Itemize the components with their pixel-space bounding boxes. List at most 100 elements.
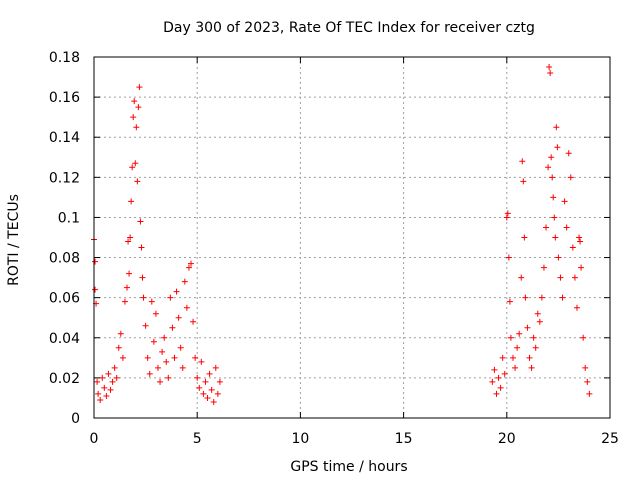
data-point bbox=[550, 194, 557, 201]
data-point bbox=[136, 84, 143, 91]
y-tick-label: 0.18 bbox=[49, 50, 80, 66]
data-point bbox=[520, 178, 527, 185]
data-point bbox=[119, 354, 126, 361]
data-point bbox=[113, 374, 120, 381]
data-point bbox=[536, 318, 543, 325]
data-point bbox=[148, 298, 155, 305]
y-tick-label: 0.06 bbox=[49, 291, 80, 307]
y-tick-label: 0.1 bbox=[58, 210, 80, 226]
data-point bbox=[212, 364, 219, 371]
data-point bbox=[92, 286, 99, 293]
data-point bbox=[132, 160, 139, 167]
data-point bbox=[504, 210, 511, 217]
x-tick-label: 25 bbox=[601, 431, 619, 447]
data-point bbox=[139, 274, 146, 281]
data-point bbox=[152, 310, 159, 317]
data-point bbox=[582, 364, 589, 371]
data-point bbox=[206, 370, 213, 377]
data-point bbox=[169, 324, 176, 331]
data-point bbox=[586, 390, 593, 397]
data-point bbox=[204, 394, 211, 401]
chart-title: Day 300 of 2023, Rate Of TEC Index for r… bbox=[163, 20, 535, 36]
data-point bbox=[499, 354, 506, 361]
data-point bbox=[135, 104, 142, 111]
data-point bbox=[577, 238, 584, 245]
data-point bbox=[146, 370, 153, 377]
data-point bbox=[97, 396, 104, 403]
plot-frame bbox=[93, 56, 611, 419]
y-tick-label: 0.14 bbox=[49, 130, 80, 146]
data-point bbox=[92, 258, 99, 265]
data-point bbox=[111, 364, 118, 371]
data-point bbox=[489, 378, 496, 385]
data-point bbox=[196, 384, 203, 391]
data-point bbox=[509, 354, 516, 361]
data-point bbox=[518, 274, 525, 281]
data-point bbox=[551, 214, 558, 221]
data-point bbox=[177, 344, 184, 351]
data-point bbox=[569, 244, 576, 251]
data-point bbox=[157, 378, 164, 385]
y-axis-label: ROTI / TECUs bbox=[6, 194, 22, 286]
data-point bbox=[559, 294, 566, 301]
data-point bbox=[101, 384, 108, 391]
data-point bbox=[121, 298, 128, 305]
data-point bbox=[192, 354, 199, 361]
data-point bbox=[210, 398, 217, 405]
data-point bbox=[124, 284, 131, 291]
data-point bbox=[163, 358, 170, 365]
data-point bbox=[505, 254, 512, 261]
data-point bbox=[514, 344, 521, 351]
data-point bbox=[565, 150, 572, 157]
data-point bbox=[188, 260, 195, 267]
data-point bbox=[138, 244, 145, 251]
data-point bbox=[194, 374, 201, 381]
data-point bbox=[552, 234, 559, 241]
data-point bbox=[545, 164, 552, 171]
data-point bbox=[563, 224, 570, 231]
data-point bbox=[561, 198, 568, 205]
data-point bbox=[167, 294, 174, 301]
data-point bbox=[159, 348, 166, 355]
data-point bbox=[105, 370, 112, 377]
data-point bbox=[522, 294, 529, 301]
y-tick-label: 0.16 bbox=[49, 90, 80, 106]
y-tick-label: 0 bbox=[71, 411, 80, 427]
data-point bbox=[115, 344, 122, 351]
x-axis-ticks: 0 5 10 15 20 25 bbox=[90, 57, 619, 447]
data-point bbox=[99, 374, 106, 381]
x-tick-label: 20 bbox=[498, 431, 516, 447]
data-point bbox=[526, 354, 533, 361]
data-point bbox=[501, 370, 508, 377]
data-point bbox=[580, 334, 587, 341]
data-point bbox=[208, 386, 215, 393]
data-point bbox=[117, 330, 124, 337]
data-point bbox=[127, 234, 134, 241]
data-point bbox=[216, 378, 223, 385]
y-tick-label: 0.08 bbox=[49, 251, 80, 267]
data-point bbox=[553, 124, 560, 131]
data-point bbox=[150, 338, 157, 345]
data-point bbox=[154, 364, 161, 371]
data-point bbox=[125, 238, 132, 245]
data-point bbox=[94, 378, 101, 385]
data-point bbox=[546, 64, 553, 71]
data-point bbox=[198, 358, 205, 365]
data-point bbox=[578, 264, 585, 271]
y-axis-ticks: 0 0.02 0.04 0.06 0.08 0.1 0.12 0.14 0.16 0.18 bbox=[49, 50, 610, 427]
data-point bbox=[142, 322, 149, 329]
data-point bbox=[137, 218, 144, 225]
data-point bbox=[528, 364, 535, 371]
data-point bbox=[576, 234, 583, 241]
data-point bbox=[103, 392, 110, 399]
x-tick-label: 15 bbox=[395, 431, 413, 447]
data-point bbox=[493, 390, 500, 397]
data-point bbox=[554, 144, 561, 151]
data-point bbox=[165, 374, 172, 381]
data-point bbox=[548, 154, 555, 161]
data-point bbox=[567, 174, 574, 181]
data-point bbox=[555, 254, 562, 261]
data-point bbox=[516, 330, 523, 337]
data-point bbox=[179, 364, 186, 371]
